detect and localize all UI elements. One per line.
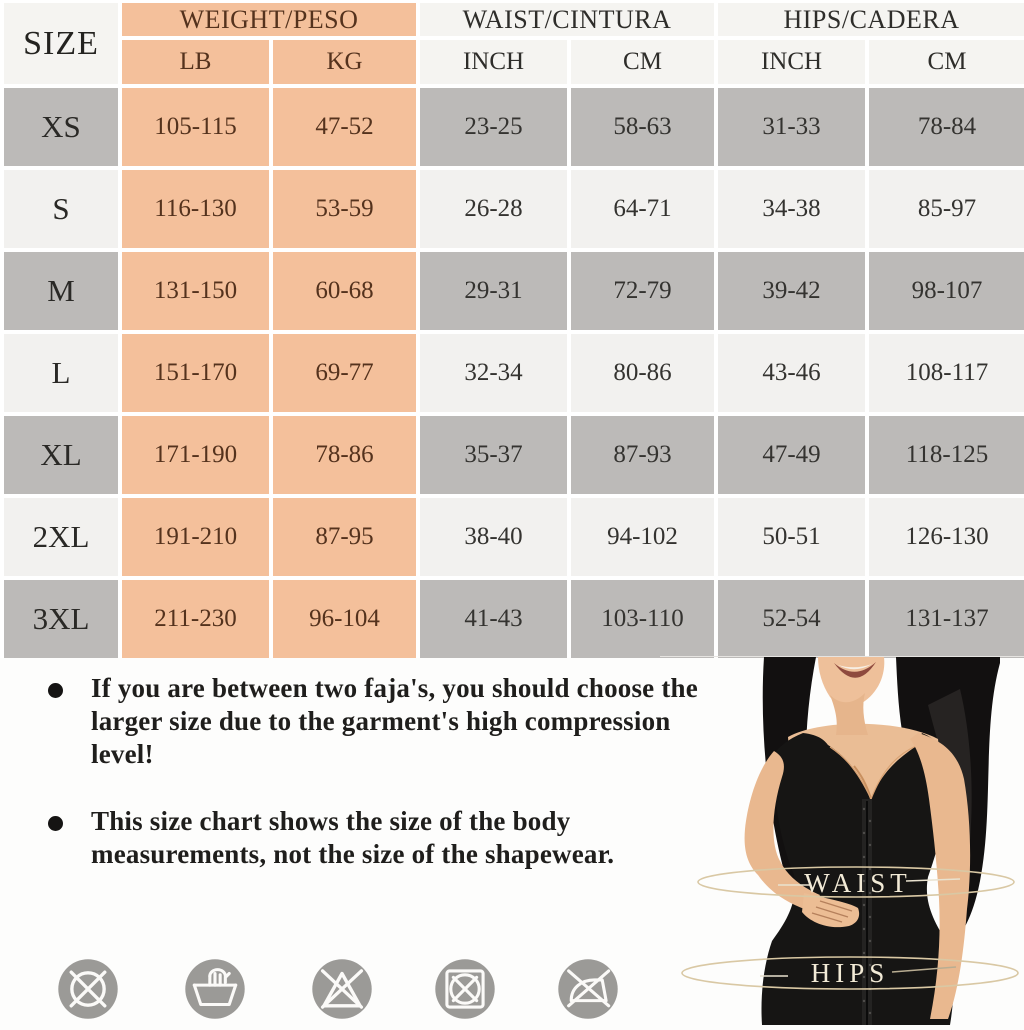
cell-m-hips-inch: 39-42 [718, 252, 865, 330]
cell-m-waist-cm: 72-79 [571, 252, 714, 330]
do-not-tumble-dry-icon [435, 959, 495, 1019]
hand-on-hip [802, 893, 860, 928]
cell-xs-waist-cm: 58-63 [571, 88, 714, 166]
cell-xs-weight-kg: 47-52 [273, 88, 416, 166]
cell-2xl-waist-cm: 94-102 [571, 498, 714, 576]
left-arm-skin [744, 751, 820, 911]
mouth [834, 662, 876, 678]
cell-xs-weight-lb: 105-115 [122, 88, 269, 166]
cell-s-weight-kg: 53-59 [273, 170, 416, 248]
cell-m-weight-lb: 131-150 [122, 252, 269, 330]
cell-xl-weight-lb: 171-190 [122, 416, 269, 494]
cell-s-hips-cm: 85-97 [869, 170, 1024, 248]
cell-xs-hips-cm: 78-84 [869, 88, 1024, 166]
note-text: If you are between two faja's, you shoul… [91, 673, 698, 769]
right-arm-skin [910, 733, 971, 1019]
note-text: This size chart shows the size of the bo… [91, 806, 615, 869]
weight-lb-header: LB [122, 40, 269, 84]
cell-l-waist-inch: 32-34 [420, 334, 567, 412]
cell-s-weight-lb: 116-130 [122, 170, 269, 248]
cell-3xl-weight-lb: 211-230 [122, 580, 269, 658]
do-not-bleach-icon [312, 959, 372, 1019]
size-row-label-2xl: 2XL [4, 498, 118, 576]
cell-l-hips-cm: 108-117 [869, 334, 1024, 412]
waist-label: WAIST [804, 868, 912, 898]
cell-2xl-hips-cm: 126-130 [869, 498, 1024, 576]
waist-group-header: WAIST/CINTURA [420, 3, 714, 36]
size-row-label-3xl: 3XL [4, 580, 118, 658]
note-item: This size chart shows the size of the bo… [40, 805, 712, 871]
shapewear-model-illustration: WAIST HIPS [681, 657, 1019, 1025]
do-not-iron-icon [558, 959, 618, 1019]
cell-m-hips-cm: 98-107 [869, 252, 1024, 330]
hips-inch-header: INCH [718, 40, 865, 84]
cell-l-hips-inch: 43-46 [718, 334, 865, 412]
cell-xl-waist-cm: 87-93 [571, 416, 714, 494]
cell-s-hips-inch: 34-38 [718, 170, 865, 248]
cell-3xl-waist-cm: 103-110 [571, 580, 714, 658]
hips-cm-header: CM [869, 40, 1024, 84]
cell-s-waist-cm: 64-71 [571, 170, 714, 248]
cell-m-weight-kg: 60-68 [273, 252, 416, 330]
cell-2xl-waist-inch: 38-40 [420, 498, 567, 576]
cell-2xl-hips-inch: 50-51 [718, 498, 865, 576]
cell-xl-weight-kg: 78-86 [273, 416, 416, 494]
bodysuit [761, 733, 954, 1025]
size-row-label-m: M [4, 252, 118, 330]
finger-lines [811, 900, 853, 923]
bullet-dot-icon [48, 816, 63, 831]
cell-3xl-waist-inch: 41-43 [420, 580, 567, 658]
cell-l-weight-lb: 151-170 [122, 334, 269, 412]
size-chart-table: SIZE WEIGHT/PESO WAIST/CINTURA HIPS/CADE… [4, 3, 1024, 658]
notes-section: If you are between two faja's, you shoul… [40, 672, 712, 905]
face-chin [818, 657, 885, 707]
care-icons-row [0, 958, 660, 1022]
size-row-label-xs: XS [4, 88, 118, 166]
neck-skin [830, 693, 868, 735]
waist-cm-header: CM [571, 40, 714, 84]
size-row-label-xl: XL [4, 416, 118, 494]
note-item: If you are between two faja's, you shoul… [40, 672, 712, 771]
cell-2xl-weight-kg: 87-95 [273, 498, 416, 576]
model-photo: WAIST HIPS [660, 656, 1024, 1025]
cell-xs-hips-inch: 31-33 [718, 88, 865, 166]
cell-3xl-hips-inch: 52-54 [718, 580, 865, 658]
cell-l-waist-cm: 80-86 [571, 334, 714, 412]
cell-3xl-weight-kg: 96-104 [273, 580, 416, 658]
closure-hooks [862, 807, 872, 1015]
hips-measure: HIPS [681, 956, 1019, 990]
cell-xl-hips-inch: 47-49 [718, 416, 865, 494]
weight-group-header: WEIGHT/PESO [122, 3, 416, 36]
hand-wash-icon [185, 959, 245, 1019]
weight-kg-header: KG [273, 40, 416, 84]
teeth [838, 664, 872, 670]
bullet-dot-icon [48, 683, 63, 698]
cell-l-weight-kg: 69-77 [273, 334, 416, 412]
waist-measure: WAIST [697, 866, 1015, 898]
hips-group-header: HIPS/CADERA [718, 3, 1024, 36]
size-row-label-s: S [4, 170, 118, 248]
size-row-label-l: L [4, 334, 118, 412]
cell-xs-waist-inch: 23-25 [420, 88, 567, 166]
do-not-dry-clean-icon [58, 959, 118, 1019]
cell-s-waist-inch: 26-28 [420, 170, 567, 248]
hips-label: HIPS [811, 958, 890, 988]
cell-xl-hips-cm: 118-125 [869, 416, 1024, 494]
cell-m-waist-inch: 29-31 [420, 252, 567, 330]
cell-2xl-weight-lb: 191-210 [122, 498, 269, 576]
cell-3xl-hips-cm: 131-137 [869, 580, 1024, 658]
waist-inch-header: INCH [420, 40, 567, 84]
size-column-header: SIZE [4, 3, 118, 84]
cell-xl-waist-inch: 35-37 [420, 416, 567, 494]
